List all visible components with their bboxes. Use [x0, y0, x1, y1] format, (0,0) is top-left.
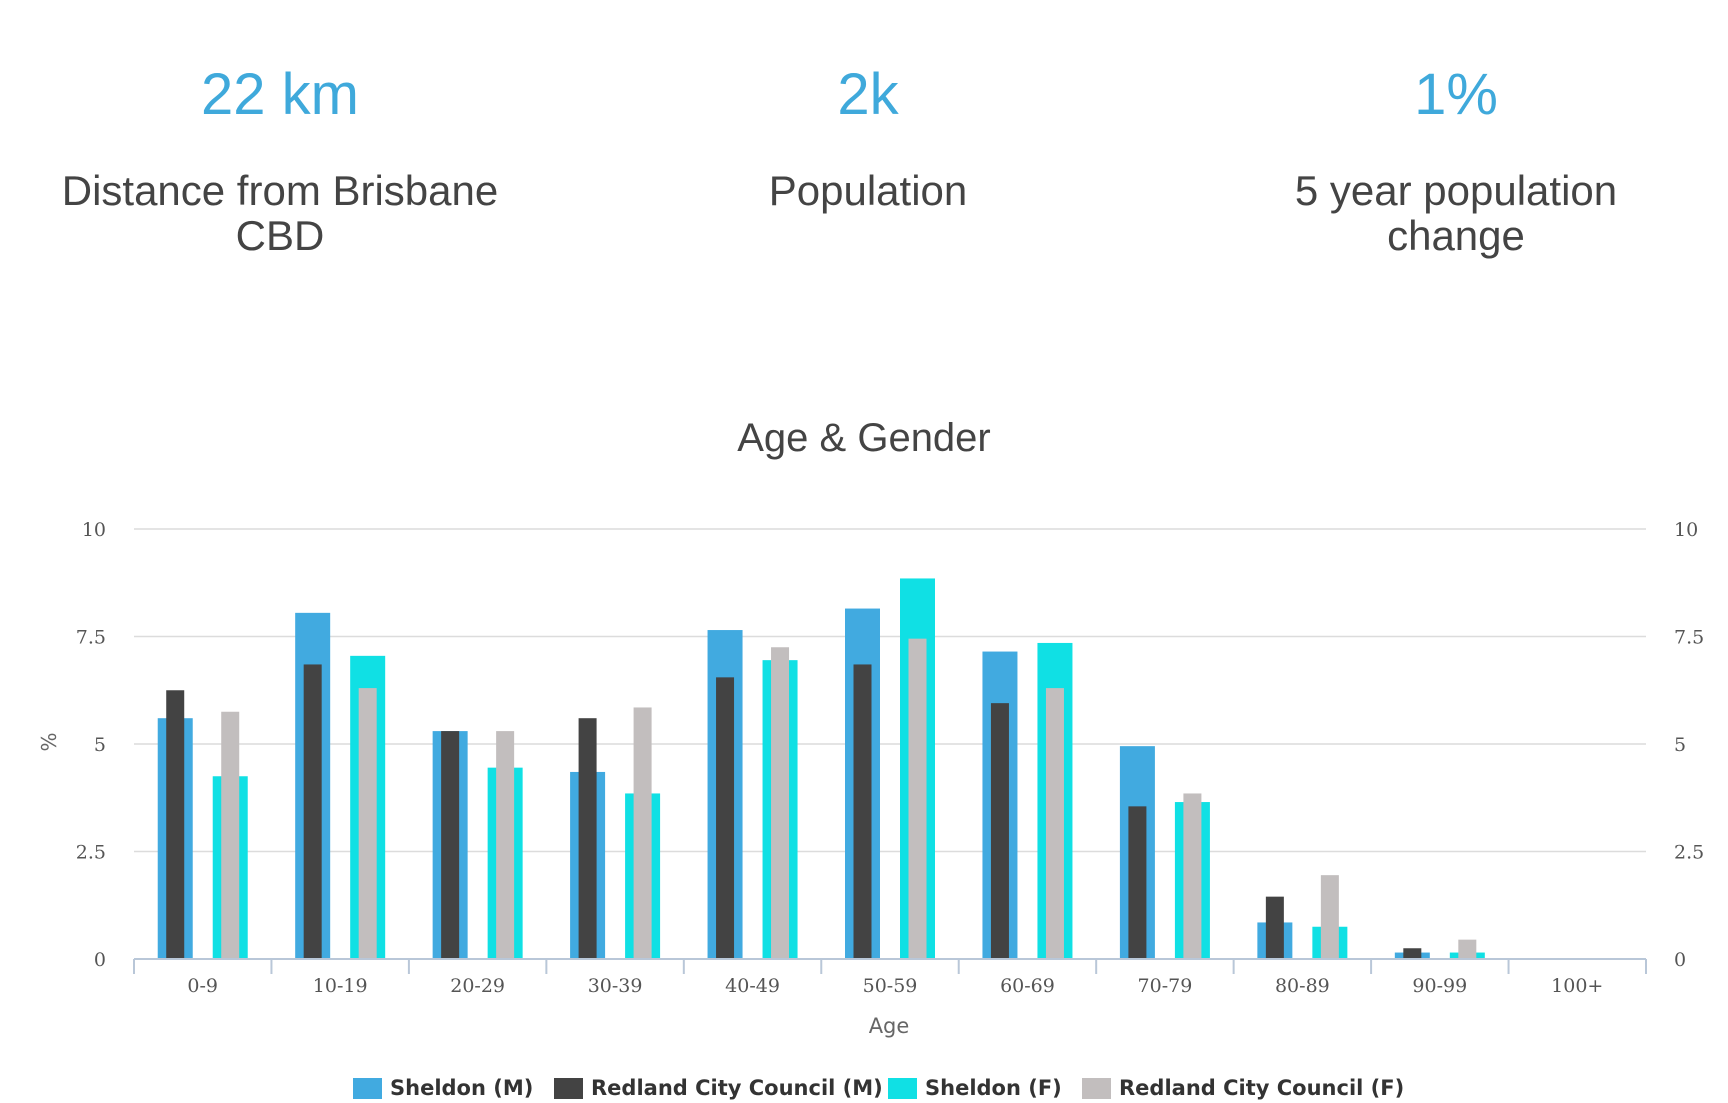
legend-swatch-sheldon-f	[888, 1077, 917, 1099]
stat-population-value: 2k	[837, 62, 899, 127]
legend-item-redland-f[interactable]: Redland City Council (F)	[1082, 1075, 1404, 1101]
bar-redland-city-council-f-80-89	[1320, 875, 1339, 959]
y-tick-label-left: 10	[82, 519, 106, 541]
y-tick-label-left: 2.5	[76, 842, 106, 864]
stat-population-label: Population	[768, 167, 968, 214]
gridlines	[134, 528, 1646, 853]
chart-legend: Sheldon (M) Redland City Council (M) She…	[0, 1075, 1728, 1101]
x-tick-label: 90-99	[1412, 975, 1467, 997]
x-tick-label: 60-69	[1000, 975, 1055, 997]
bar-redland-city-council-f-30-39	[633, 707, 652, 959]
y-tick-label-left: 7.5	[76, 627, 106, 649]
stat-population: 2k Population	[588, 60, 1148, 213]
stat-distance-label: Distance from Brisbane CBD	[61, 167, 499, 259]
stat-population-change-value: 1%	[1414, 62, 1498, 127]
y-tick-label-right: 7.5	[1674, 627, 1704, 649]
stat-distance: 22 km Distance from Brisbane CBD	[0, 60, 560, 258]
legend-swatch-sheldon-m	[353, 1077, 382, 1099]
y-tick-label-right: 0	[1674, 949, 1686, 971]
y-tick-label-right: 10	[1674, 519, 1698, 541]
bar-redland-city-council-m-40-49	[716, 677, 735, 959]
bar-redland-city-council-f-40-49	[771, 647, 790, 959]
stat-distance-value: 22 km	[201, 62, 359, 127]
bar-redland-city-council-f-50-59	[908, 638, 927, 959]
bar-redland-city-council-f-60-69	[1045, 688, 1064, 959]
legend-label-redland-m: Redland City Council (M)	[591, 1076, 883, 1100]
y-tick-label-left: 5	[94, 734, 106, 756]
x-tick-label: 40-49	[725, 975, 780, 997]
bar-redland-city-council-m-70-79	[1128, 806, 1147, 959]
bar-redland-city-council-m-80-89	[1265, 896, 1284, 959]
y-axis-label: %	[37, 732, 61, 751]
bar-redland-city-council-m-20-29	[441, 731, 460, 959]
x-axis-label: Age	[869, 1014, 910, 1038]
stats-panel: 22 km Distance from Brisbane CBD 2k Popu…	[0, 0, 1728, 300]
legend-swatch-redland-m	[554, 1077, 583, 1099]
x-tick-label: 100+	[1551, 975, 1603, 997]
x-tick-label: 80-89	[1275, 975, 1330, 997]
x-axis: 0-9 10-19 20-29 30-39 40-49 50-59 60-69 70-79 80…	[133, 958, 1647, 997]
x-tick-label: 50-59	[863, 975, 918, 997]
bar-redland-city-council-m-60-69	[990, 703, 1009, 959]
y-axis-left: 0 2.5 5 7.5 10	[76, 519, 106, 971]
x-tick-label: 0-9	[187, 975, 218, 997]
legend-item-redland-m[interactable]: Redland City Council (M)	[554, 1075, 883, 1101]
bars	[157, 578, 1485, 959]
bar-redland-city-council-f-70-79	[1183, 793, 1202, 959]
bar-redland-city-council-m-0-9	[166, 690, 185, 959]
legend-item-sheldon-m[interactable]: Sheldon (M)	[353, 1075, 533, 1101]
stat-population-change-label: 5 year population change	[1294, 167, 1618, 259]
legend-item-sheldon-f[interactable]: Sheldon (F)	[888, 1075, 1062, 1101]
x-tick-label: 30-39	[588, 975, 643, 997]
bar-redland-city-council-f-10-19	[358, 688, 377, 959]
bar-redland-city-council-m-50-59	[853, 664, 872, 959]
legend-label-sheldon-f: Sheldon (F)	[925, 1076, 1062, 1100]
bar-redland-city-council-f-0-9	[221, 711, 240, 959]
legend-label-redland-f: Redland City Council (F)	[1119, 1076, 1405, 1100]
bar-redland-city-council-m-90-99	[1403, 948, 1422, 959]
y-tick-label-left: 0	[94, 949, 106, 971]
x-tick-label: 10-19	[313, 975, 368, 997]
bar-redland-city-council-m-10-19	[303, 664, 322, 959]
x-tick-label: 20-29	[450, 975, 505, 997]
x-tick-label: 70-79	[1138, 975, 1193, 997]
bar-redland-city-council-f-20-29	[496, 731, 515, 959]
legend-label-sheldon-m: Sheldon (M)	[390, 1076, 534, 1100]
y-axis-right: 0 2.5 5 7.5 10	[1674, 519, 1704, 971]
stat-population-change: 1% 5 year population change	[1176, 60, 1728, 258]
bar-redland-city-council-f-90-99	[1458, 939, 1477, 959]
legend-swatch-redland-f	[1082, 1077, 1111, 1099]
chart-title: Age & Gender	[737, 416, 991, 460]
y-tick-label-right: 2.5	[1674, 842, 1704, 864]
bar-redland-city-council-m-30-39	[578, 718, 597, 959]
y-tick-label-right: 5	[1674, 734, 1686, 756]
